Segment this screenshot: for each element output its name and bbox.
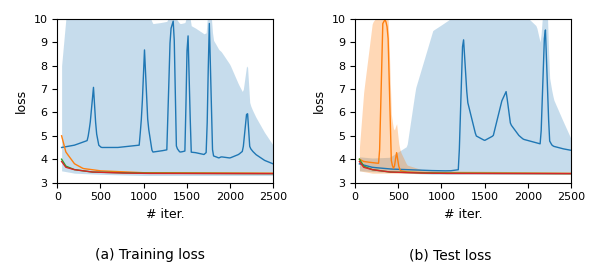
X-axis label: # iter.: # iter. — [146, 208, 185, 221]
Text: (a) Training loss: (a) Training loss — [95, 248, 205, 262]
X-axis label: # iter.: # iter. — [444, 208, 482, 221]
Text: (b) Test loss: (b) Test loss — [409, 248, 491, 262]
Y-axis label: loss: loss — [313, 89, 326, 113]
Y-axis label: loss: loss — [15, 89, 28, 113]
